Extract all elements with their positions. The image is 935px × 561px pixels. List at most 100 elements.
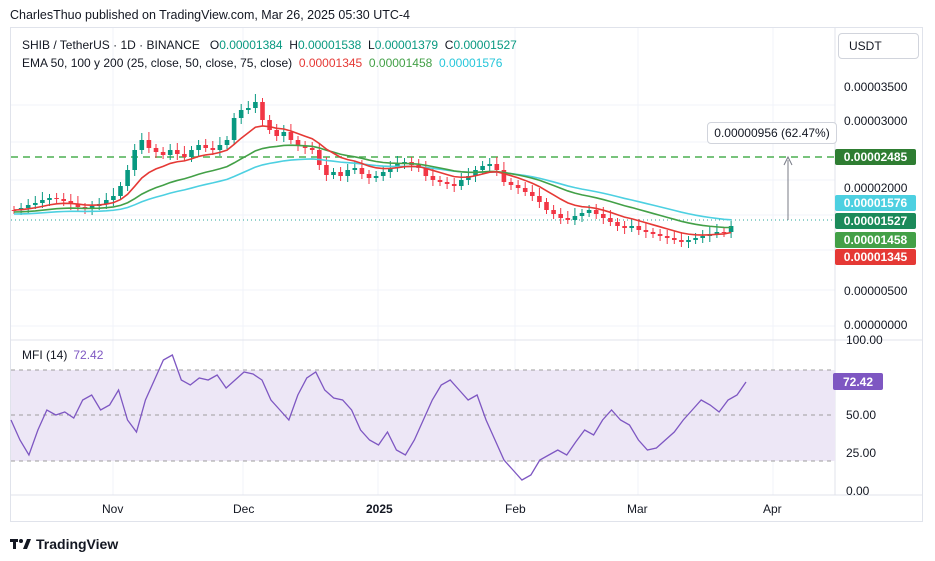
- tradingview-logo-icon: [10, 539, 31, 549]
- candle-body: [466, 176, 471, 180]
- candle-body: [167, 150, 173, 155]
- candle-body: [572, 216, 578, 220]
- candle-body: [217, 145, 223, 150]
- price-tag-ema3: 0.00001576: [835, 195, 916, 211]
- candle-body: [657, 234, 663, 236]
- candle-body: [593, 210, 599, 214]
- candle-body: [246, 108, 251, 110]
- mfi-legend: MFI (14) 72.42: [22, 348, 103, 362]
- price-tag-target: 0.00002485: [835, 149, 916, 165]
- candle-body: [487, 164, 492, 166]
- mfi-axis-label: 0.00: [846, 484, 870, 498]
- price-tag-ema1: 0.00001345: [835, 249, 916, 265]
- candle-body: [324, 165, 329, 175]
- candle-body: [508, 182, 514, 185]
- ema-value-1: 0.00001345: [298, 56, 363, 70]
- candle-body: [700, 236, 705, 238]
- candle-body: [89, 206, 95, 209]
- symbol-name: SHIB / TetherUS · 1D · BINANCE: [22, 38, 200, 52]
- high-value: 0.00001538: [297, 38, 362, 52]
- candle-body: [586, 210, 592, 213]
- candle-body: [622, 226, 627, 228]
- time-axis-label: Apr: [763, 502, 782, 516]
- symbol-legend: SHIB / TetherUS · 1D · BINANCE O 0.000013…: [22, 38, 517, 52]
- price-axis-label: 0.00002000: [844, 181, 908, 195]
- mfi-legend-value: 72.42: [73, 348, 104, 362]
- candle-body: [224, 140, 230, 145]
- ema-label: EMA 50, 100 y 200 (25, close, 50, close,…: [22, 56, 293, 70]
- candle-body: [338, 172, 343, 176]
- open-label: O: [209, 38, 220, 52]
- measure-callout: 0.00000956 (62.47%): [707, 122, 837, 144]
- tradingview-logo[interactable]: TradingView: [10, 536, 118, 552]
- ema-line-100: [13, 144, 732, 229]
- price-axis-label: 0.00000500: [844, 284, 908, 298]
- candle-body: [430, 176, 436, 180]
- price-axis-label: 0.00003000: [844, 114, 908, 128]
- candle-body: [565, 218, 571, 220]
- candle-body: [146, 140, 152, 148]
- candle-body: [693, 238, 698, 240]
- candle-body: [288, 132, 294, 140]
- candle-body: [515, 185, 521, 188]
- candle-body: [104, 200, 109, 204]
- candle-body: [317, 150, 322, 165]
- candle-body: [437, 180, 443, 182]
- candle-body: [267, 120, 272, 130]
- mfi-line: [10, 354, 747, 481]
- candle-body: [686, 240, 691, 242]
- mfi-axis-label: 50.00: [846, 408, 877, 422]
- candle-body: [643, 230, 649, 232]
- candle-body: [530, 192, 535, 196]
- candle-body: [153, 148, 159, 152]
- price-tag-ema2: 0.00001458: [835, 232, 916, 248]
- candle-body: [551, 210, 556, 214]
- candle-body: [196, 145, 201, 150]
- time-axis-label: Feb: [505, 502, 526, 516]
- time-axis-label: 2025: [366, 502, 393, 516]
- candle-body: [714, 232, 720, 234]
- mfi-label: MFI (14): [22, 348, 68, 362]
- candle-body: [544, 202, 549, 210]
- candle-body: [175, 150, 180, 154]
- publisher-line: CharlesThuo published on TradingView.com…: [10, 8, 410, 22]
- candle-body: [636, 226, 642, 230]
- candle-body: [210, 148, 216, 150]
- candle-body: [68, 201, 74, 204]
- candle-body: [480, 166, 485, 170]
- candle-body: [139, 140, 145, 150]
- candle-body: [380, 172, 386, 176]
- candle-body: [679, 240, 684, 242]
- candle-body: [352, 168, 358, 170]
- candle-body: [579, 213, 585, 216]
- ema-legend: EMA 50, 100 y 200 (25, close, 50, close,…: [22, 56, 502, 70]
- candle-body: [537, 196, 542, 202]
- candle-body: [132, 150, 137, 170]
- candle-body: [522, 188, 528, 192]
- candle-body: [309, 148, 315, 150]
- mfi-axis-label: 100.00: [846, 333, 883, 347]
- candle-body: [601, 214, 606, 218]
- candle-body: [345, 170, 350, 176]
- ema-value-3: 0.00001576: [438, 56, 503, 70]
- currency-button[interactable]: USDT: [838, 33, 919, 59]
- candle-body: [459, 180, 464, 186]
- price-axis-label: 0.00003500: [844, 80, 908, 94]
- low-value: 0.00001379: [374, 38, 439, 52]
- candle-body: [47, 198, 52, 200]
- candle-body: [231, 118, 237, 140]
- footer-brand: TradingView: [36, 536, 119, 552]
- candle-body: [125, 170, 130, 186]
- candle-body: [118, 186, 123, 196]
- mfi-axis-label: 25.00: [846, 446, 877, 460]
- low-label: L: [368, 38, 375, 52]
- candle-body: [54, 198, 59, 199]
- price-axis-label: 0.00000000: [844, 318, 908, 332]
- candle-body: [25, 205, 31, 208]
- measure-arrow-head: [783, 155, 793, 166]
- candle-body: [672, 238, 677, 240]
- candle-body: [615, 222, 620, 226]
- candle-body: [302, 146, 308, 148]
- candle-body: [61, 199, 66, 201]
